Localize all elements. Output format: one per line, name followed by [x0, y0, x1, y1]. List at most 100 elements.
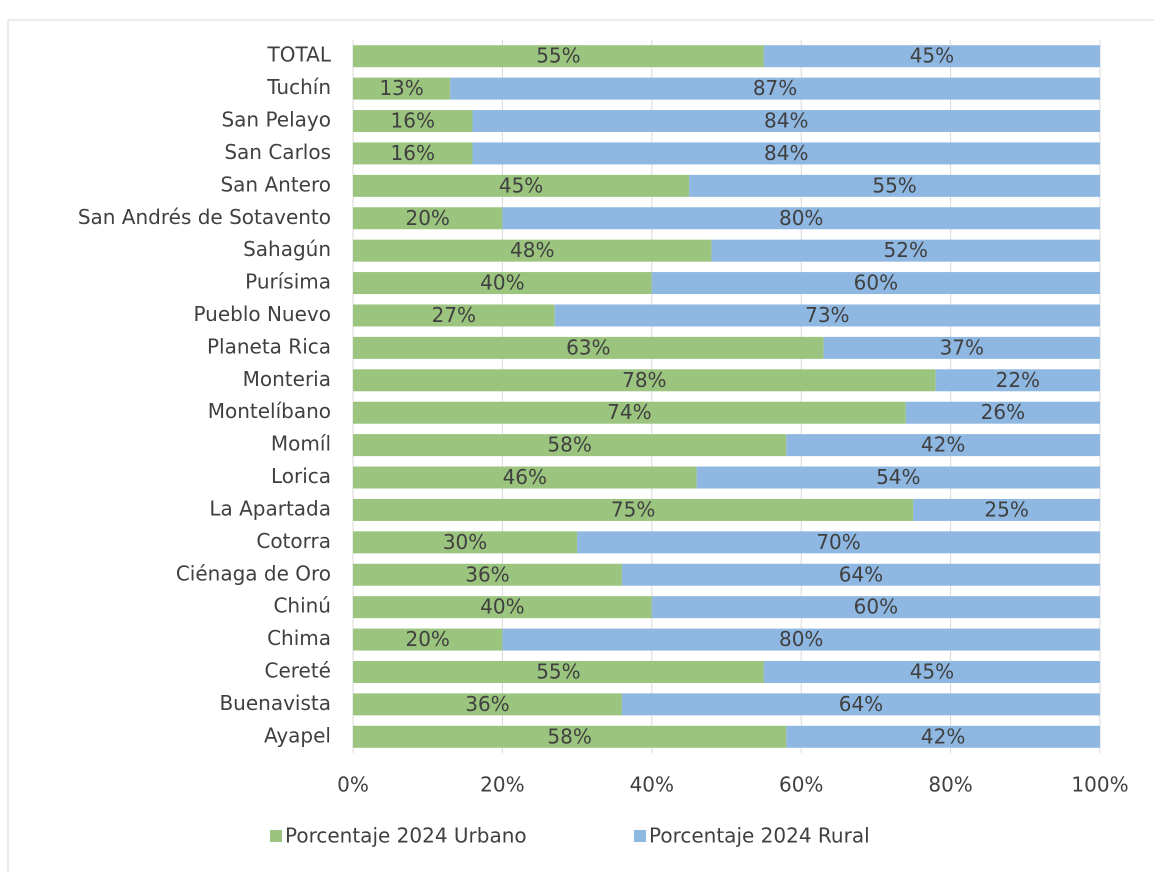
- bar-segment: [577, 531, 1100, 554]
- x-tick-label: 60%: [779, 773, 823, 797]
- data-label: 70%: [816, 530, 860, 554]
- data-label: 58%: [547, 724, 591, 748]
- data-label: 87%: [753, 76, 797, 100]
- data-label: 74%: [607, 400, 651, 424]
- legend-swatch: [634, 830, 646, 842]
- data-label: 22%: [996, 368, 1040, 392]
- data-label: 63%: [566, 335, 610, 359]
- data-label: 42%: [921, 433, 965, 457]
- bar-segment: [502, 207, 1100, 230]
- data-label: 27%: [432, 303, 476, 327]
- bar-segment: [353, 531, 578, 554]
- bar-segment: [786, 434, 1100, 457]
- bar-segment: [353, 239, 712, 262]
- bar-segment: [711, 239, 1100, 262]
- bar-segment: [472, 142, 1100, 165]
- y-tick-label: Chinú: [273, 594, 331, 618]
- legend-label: Porcentaje 2024 Urbano: [285, 824, 527, 848]
- data-label: 54%: [876, 465, 920, 489]
- data-label: 20%: [405, 627, 449, 651]
- data-label: 40%: [480, 595, 524, 619]
- bar-segment: [353, 693, 622, 716]
- data-label: 60%: [854, 595, 898, 619]
- data-label: 42%: [921, 724, 965, 748]
- y-tick-label: Purísima: [245, 270, 331, 294]
- bar-segment: [823, 336, 1100, 359]
- bar-segment: [353, 110, 473, 133]
- bar-segment: [353, 77, 451, 100]
- data-label: 73%: [805, 303, 849, 327]
- bar-segment: [353, 466, 697, 489]
- y-tick-label: San Antero: [220, 172, 331, 196]
- data-label: 16%: [391, 141, 435, 165]
- data-label: 36%: [465, 692, 509, 716]
- bar-segment: [502, 628, 1100, 651]
- data-label: 45%: [499, 173, 543, 197]
- y-tick-label: Monteria: [243, 367, 331, 391]
- data-label: 55%: [536, 659, 580, 683]
- data-label: 20%: [405, 206, 449, 230]
- bar-segment: [353, 304, 555, 327]
- data-label: 55%: [536, 44, 580, 68]
- data-label: 36%: [465, 562, 509, 586]
- bar-segment: [353, 563, 622, 586]
- data-label: 55%: [872, 173, 916, 197]
- bar-segment: [905, 401, 1100, 424]
- y-tick-label: Planeta Rica: [207, 334, 331, 358]
- data-label: 84%: [764, 109, 808, 133]
- bar-segment: [689, 174, 1100, 197]
- data-label: 45%: [910, 659, 954, 683]
- x-tick-label: 20%: [480, 773, 524, 797]
- bar-segment: [353, 369, 936, 392]
- bar-segment: [763, 45, 1100, 68]
- legend-swatch: [270, 830, 282, 842]
- y-tick-label: Buenavista: [219, 691, 331, 715]
- data-label: 46%: [503, 465, 547, 489]
- data-label: 30%: [443, 530, 487, 554]
- data-label: 80%: [779, 627, 823, 651]
- y-tick-label: Cereté: [264, 658, 331, 682]
- y-tick-label: Lorica: [271, 464, 331, 488]
- bar-segment: [621, 563, 1100, 586]
- data-label: 45%: [910, 44, 954, 68]
- data-label: 64%: [839, 692, 883, 716]
- x-tick-label: 0%: [337, 773, 369, 797]
- x-tick-label: 80%: [928, 773, 972, 797]
- y-tick-label: Ciénaga de Oro: [176, 561, 331, 585]
- bar-segment: [913, 498, 1100, 521]
- bar-segment: [696, 466, 1100, 489]
- bar-segment: [353, 207, 503, 230]
- bar-segment: [786, 725, 1100, 748]
- data-label: 60%: [854, 271, 898, 295]
- bar-segment: [353, 660, 764, 683]
- y-tick-label: Pueblo Nuevo: [193, 302, 331, 326]
- bar-segment: [353, 142, 473, 165]
- bar-segment: [651, 596, 1100, 619]
- data-label: 78%: [622, 368, 666, 392]
- data-label: 84%: [764, 141, 808, 165]
- y-tick-label: San Carlos: [224, 140, 331, 164]
- bar-segment: [353, 498, 914, 521]
- bar-segment: [353, 272, 652, 295]
- bar-segment: [621, 693, 1100, 716]
- data-label: 58%: [547, 433, 591, 457]
- bar-segment: [353, 401, 906, 424]
- bar-segment: [651, 272, 1100, 295]
- data-label: 26%: [981, 400, 1025, 424]
- data-label: 80%: [779, 206, 823, 230]
- chart-frame: [7, 19, 1154, 872]
- bar-segment: [353, 725, 787, 748]
- data-label: 64%: [839, 562, 883, 586]
- data-label: 16%: [391, 109, 435, 133]
- bar-segment: [763, 660, 1100, 683]
- y-tick-label: Ayapel: [264, 723, 331, 747]
- bar-segment: [353, 434, 787, 457]
- data-label: 13%: [379, 76, 423, 100]
- bar-segment: [935, 369, 1100, 392]
- y-tick-label: TOTAL: [267, 43, 332, 67]
- y-tick-label: San Pelayo: [221, 108, 331, 132]
- data-label: 40%: [480, 271, 524, 295]
- y-tick-label: Sahagún: [243, 237, 331, 261]
- data-label: 25%: [984, 497, 1028, 521]
